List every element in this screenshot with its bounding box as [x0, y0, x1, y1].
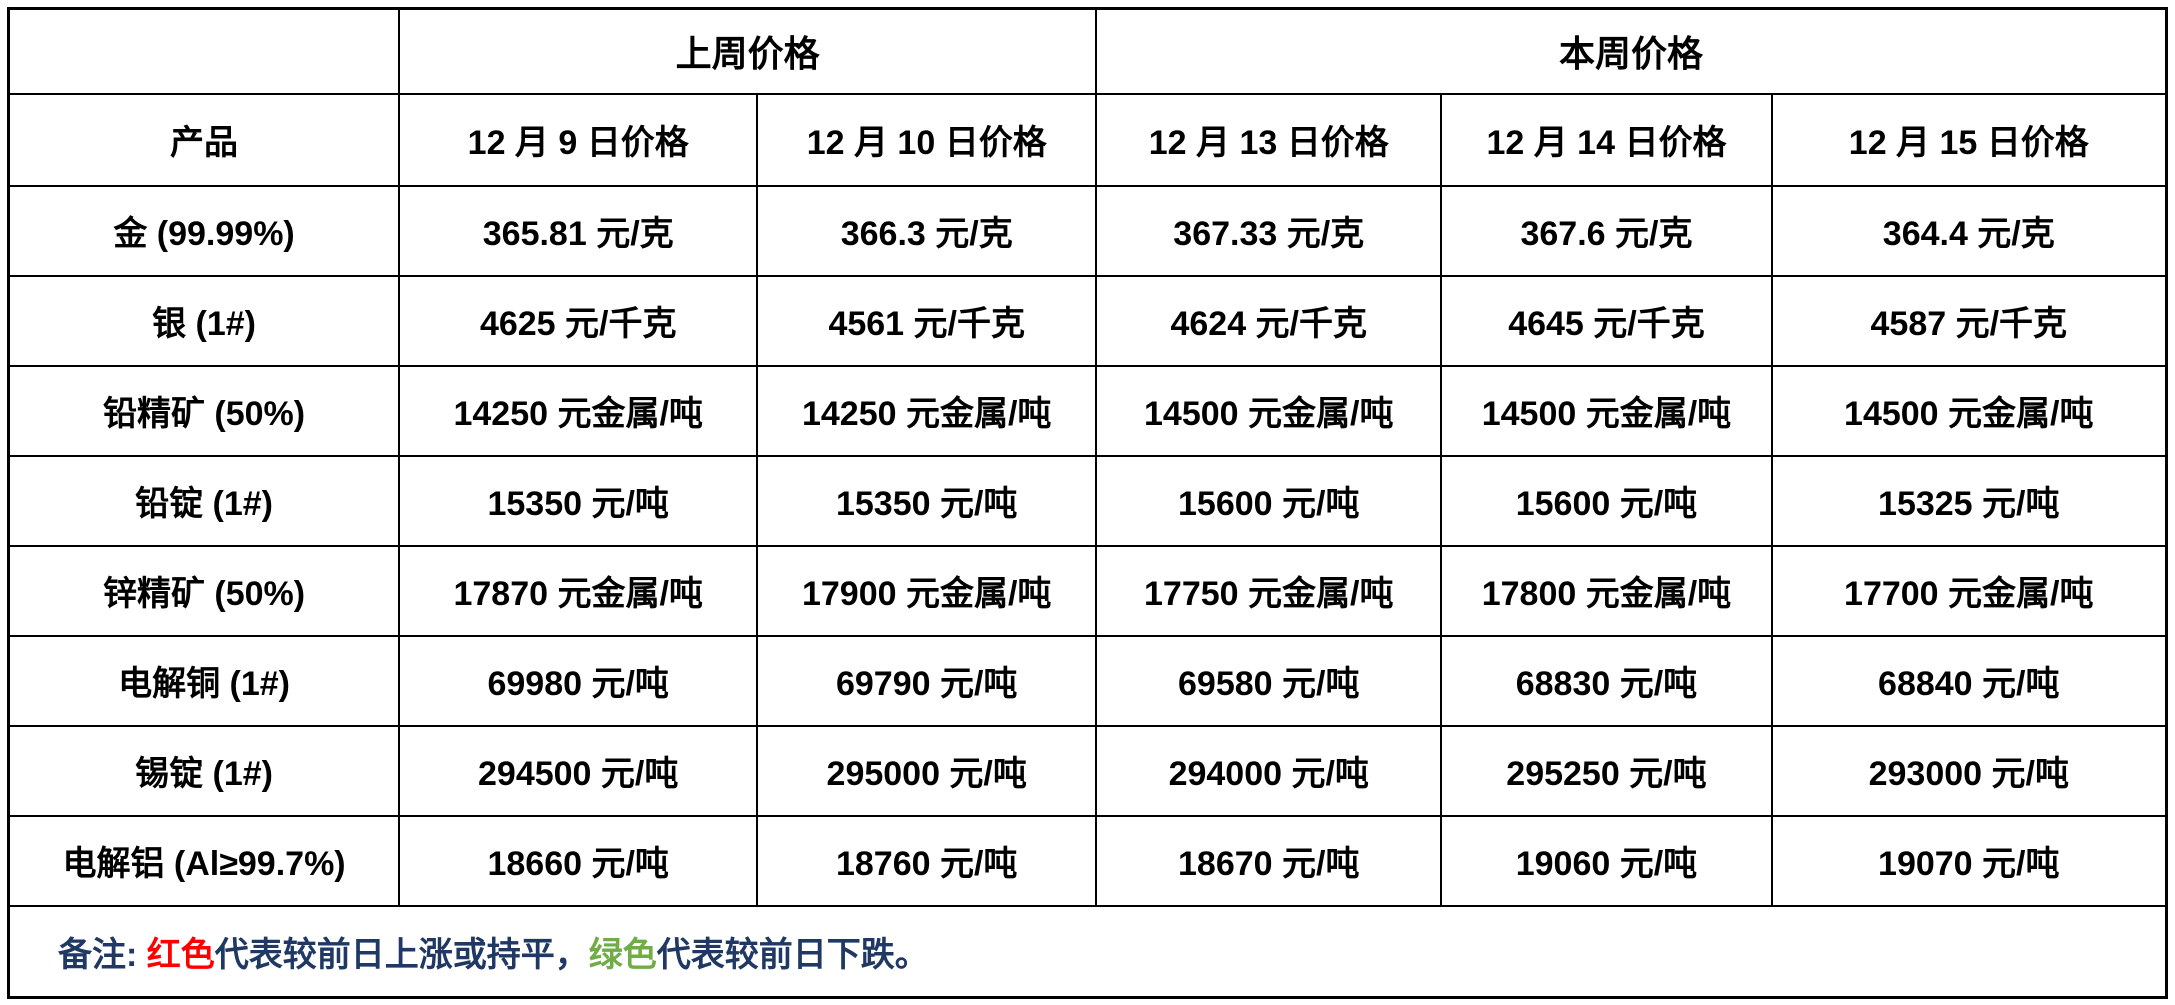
price-cell: 17750 元金属/吨	[1095, 544, 1443, 637]
table-row-electrolytic-copper: 电解铜 (1#) 69980 元/吨 69790 元/吨 69580 元/吨 6…	[7, 634, 2168, 727]
product-name: 电解铜 (1#)	[7, 634, 401, 727]
product-name: 金 (99.99%)	[7, 184, 401, 277]
price-cell: 294000 元/吨	[1095, 724, 1443, 817]
product-name: 银 (1#)	[7, 274, 401, 367]
product-name: 铅精矿 (50%)	[7, 364, 401, 457]
price-cell: 295250 元/吨	[1440, 724, 1773, 817]
price-cell: 18760 元/吨	[756, 814, 1098, 907]
price-cell: 364.4 元/克	[1770, 184, 2168, 277]
table-row-lead-ingot: 铅锭 (1#) 15350 元/吨 15350 元/吨 15600 元/吨 15…	[7, 454, 2168, 547]
price-cell: 15600 元/吨	[1440, 454, 1773, 547]
price-cell: 14500 元金属/吨	[1440, 364, 1773, 457]
price-cell: 295000 元/吨	[756, 724, 1098, 817]
price-cell: 17700 元金属/吨	[1770, 544, 2168, 637]
price-cell: 15325 元/吨	[1770, 454, 2168, 547]
note-red-label: 红色	[146, 935, 215, 974]
price-cell: 69980 元/吨	[398, 634, 759, 727]
price-cell: 4624 元/千克	[1095, 274, 1443, 367]
product-name: 电解铝 (Al≥99.7%)	[7, 814, 401, 907]
price-cell: 4587 元/千克	[1770, 274, 2168, 367]
price-table: 上周价格 本周价格 产品 12 月 9 日价格 12 月 10 日价格 12 月…	[7, 7, 2168, 999]
price-cell: 4625 元/千克	[398, 274, 759, 367]
product-column-header: 产品	[7, 92, 401, 187]
price-cell: 69580 元/吨	[1095, 634, 1443, 727]
table-row-zinc-concentrate: 锌精矿 (50%) 17870 元金属/吨 17900 元金属/吨 17750 …	[7, 544, 2168, 637]
price-cell: 15350 元/吨	[398, 454, 759, 547]
price-cell: 4645 元/千克	[1440, 274, 1773, 367]
price-cell: 18660 元/吨	[398, 814, 759, 907]
product-name: 锡锭 (1#)	[7, 724, 401, 817]
price-cell: 14250 元金属/吨	[756, 364, 1098, 457]
price-cell: 4561 元/千克	[756, 274, 1098, 367]
date-header-dec-10: 12 月 10 日价格	[756, 92, 1098, 187]
price-cell: 14500 元金属/吨	[1770, 364, 2168, 457]
price-cell: 15600 元/吨	[1095, 454, 1443, 547]
table-row-electrolytic-aluminum: 电解铝 (Al≥99.7%) 18660 元/吨 18760 元/吨 18670…	[7, 814, 2168, 907]
price-cell: 19060 元/吨	[1440, 814, 1773, 907]
price-cell: 17870 元金属/吨	[398, 544, 759, 637]
note-down-text: 代表较前日下跌。	[656, 935, 929, 974]
price-cell: 367.33 元/克	[1095, 184, 1443, 277]
corner-cell	[7, 7, 401, 95]
price-cell: 14250 元金属/吨	[398, 364, 759, 457]
week-group-this-week: 本周价格	[1095, 7, 2168, 95]
price-cell: 14500 元金属/吨	[1095, 364, 1443, 457]
price-cell: 69790 元/吨	[756, 634, 1098, 727]
table-row-gold: 金 (99.99%) 365.81 元/克 366.3 元/克 367.33 元…	[7, 184, 2168, 277]
price-cell: 293000 元/吨	[1770, 724, 2168, 817]
product-name: 锌精矿 (50%)	[7, 544, 401, 637]
price-cell: 18670 元/吨	[1095, 814, 1443, 907]
note-bar: 备注: 红色代表较前日上涨或持平，绿色代表较前日下跌。	[7, 904, 2168, 999]
legend-note: 备注: 红色代表较前日上涨或持平，绿色代表较前日下跌。	[7, 904, 2168, 999]
price-cell: 19070 元/吨	[1770, 814, 2168, 907]
table-row-tin-ingot: 锡锭 (1#) 294500 元/吨 295000 元/吨 294000 元/吨…	[7, 724, 2168, 817]
price-cell: 367.6 元/克	[1440, 184, 1773, 277]
date-header-dec-14: 12 月 14 日价格	[1440, 92, 1773, 187]
price-cell: 294500 元/吨	[398, 724, 759, 817]
price-cell: 17900 元金属/吨	[756, 544, 1098, 637]
date-header-dec-13: 12 月 13 日价格	[1095, 92, 1443, 187]
note-prefix: 备注:	[58, 935, 147, 974]
note-up-text: 代表较前日上涨或持平，	[214, 935, 589, 974]
date-header-dec-15: 12 月 15 日价格	[1770, 92, 2168, 187]
price-cell: 68840 元/吨	[1770, 634, 2168, 727]
product-name: 铅锭 (1#)	[7, 454, 401, 547]
price-cell: 365.81 元/克	[398, 184, 759, 277]
table-row-lead-concentrate: 铅精矿 (50%) 14250 元金属/吨 14250 元金属/吨 14500 …	[7, 364, 2168, 457]
date-header-dec-9: 12 月 9 日价格	[398, 92, 759, 187]
price-cell: 68830 元/吨	[1440, 634, 1773, 727]
table-row-silver: 银 (1#) 4625 元/千克 4561 元/千克 4624 元/千克 464…	[7, 274, 2168, 367]
week-group-last-week: 上周价格	[398, 7, 1098, 95]
note-green-label: 绿色	[588, 935, 657, 974]
price-cell: 15350 元/吨	[756, 454, 1098, 547]
price-cell: 366.3 元/克	[756, 184, 1098, 277]
price-cell: 17800 元金属/吨	[1440, 544, 1773, 637]
